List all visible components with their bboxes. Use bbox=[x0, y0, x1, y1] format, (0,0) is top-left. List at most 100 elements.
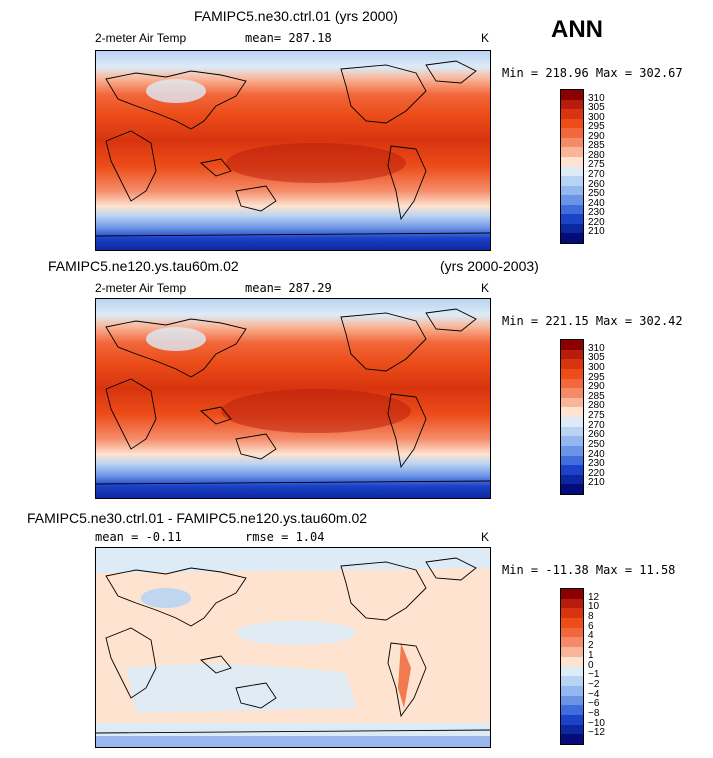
panel2-colorbar-bin bbox=[561, 484, 583, 494]
panel3-colorbar-labels: 12 10 8 6 4 2 1 0 −1 −2 −4 −6 −8 −10 −12 bbox=[588, 588, 628, 743]
panel3-colorbar-bin bbox=[561, 666, 583, 677]
panel2-map bbox=[95, 298, 491, 499]
colorbar-tick-label: 210 bbox=[588, 477, 605, 489]
panel1-mean-label: mean= 287.18 bbox=[245, 31, 332, 45]
panel3-mean-label: mean = -0.11 bbox=[95, 530, 182, 544]
colorbar-tick-label: 290 bbox=[588, 381, 605, 393]
panel2-colorbar-bin bbox=[561, 378, 583, 389]
panel3-colorbar-bin bbox=[561, 656, 583, 667]
panel3-colorbar-bin bbox=[561, 714, 583, 725]
panel1-case-title: FAMIPC5.ne30.ctrl.01 (yrs 2000) bbox=[194, 8, 398, 24]
panel1-colorbar bbox=[560, 89, 584, 244]
panel2-colorbar-bin bbox=[561, 407, 583, 417]
colorbar-tick-label: 260 bbox=[588, 429, 605, 441]
panel1-colorbar-bin bbox=[561, 90, 583, 100]
colorbar-tick-label: 270 bbox=[588, 169, 605, 181]
colorbar-tick-label: 240 bbox=[588, 448, 605, 460]
panel2-colorbar-bin bbox=[561, 359, 583, 369]
colorbar-tick-label: 6 bbox=[588, 620, 594, 632]
panel2-units-label: K bbox=[481, 281, 490, 295]
panel1-colorbar-bin bbox=[561, 147, 583, 157]
colorbar-tick-label: −1 bbox=[588, 669, 600, 681]
colorbar-tick-label: 220 bbox=[588, 216, 605, 228]
colorbar-tick-label: 295 bbox=[588, 371, 605, 383]
panel2-colorbar-bin bbox=[561, 388, 583, 398]
panel3-colorbar-bin bbox=[561, 598, 583, 609]
colorbar-tick-label: 305 bbox=[588, 102, 605, 114]
season-label: ANN bbox=[551, 16, 603, 43]
panel1-colorbar-bin bbox=[561, 195, 583, 205]
panel2-colorbar-bin bbox=[561, 349, 583, 360]
colorbar-tick-label: −4 bbox=[588, 688, 600, 700]
colorbar-tick-label: 250 bbox=[588, 188, 605, 200]
panel3-colorbar bbox=[560, 588, 584, 745]
colorbar-tick-label: 275 bbox=[588, 159, 605, 171]
panel1-minmax-label: Min = 218.96 Max = 302.67 bbox=[502, 66, 683, 80]
colorbar-tick-label: 300 bbox=[588, 361, 605, 373]
panel1-variable-label: 2-meter Air Temp bbox=[95, 31, 187, 45]
colorbar-tick-label: 295 bbox=[588, 121, 605, 133]
panel1-units-label: K bbox=[481, 31, 490, 45]
panel2-minmax-label: Min = 221.15 Max = 302.42 bbox=[502, 314, 683, 328]
panel2-years-label: (yrs 2000-2003) bbox=[440, 258, 539, 274]
colorbar-tick-label: 275 bbox=[588, 410, 605, 421]
panel2-colorbar-bin bbox=[561, 455, 583, 466]
panel3-rmse-label: rmse = 1.04 bbox=[245, 530, 325, 544]
panel1-colorbar-bin bbox=[561, 223, 583, 234]
colorbar-tick-label: 310 bbox=[588, 92, 605, 104]
panel2-colorbar-labels: 310 305 300 295 290 285 280 275 270 260 … bbox=[588, 339, 628, 493]
panel3-colorbar-bin bbox=[561, 608, 583, 619]
colorbar-tick-label: −6 bbox=[588, 698, 600, 710]
panel2-colorbar-bin bbox=[561, 340, 583, 350]
panel3-colorbar-bin bbox=[561, 695, 583, 706]
panel3-case-title: FAMIPC5.ne30.ctrl.01 - FAMIPC5.ne120.ys.… bbox=[27, 510, 368, 526]
colorbar-tick-label: 285 bbox=[588, 140, 605, 152]
colorbar-tick-label: 240 bbox=[588, 197, 605, 209]
panel3-colorbar-bin bbox=[561, 724, 583, 735]
colorbar-tick-label: −8 bbox=[588, 707, 600, 719]
panel3-colorbar-bin bbox=[561, 618, 583, 628]
panel1-colorbar-bin bbox=[561, 204, 583, 215]
panel1-colorbar-labels: 310 305 300 295 290 285 280 275 270 260 … bbox=[588, 89, 628, 242]
colorbar-tick-label: 230 bbox=[588, 207, 605, 219]
panel2-colorbar bbox=[560, 339, 584, 495]
colorbar-tick-label: 2 bbox=[588, 640, 594, 652]
panel1-colorbar-bin bbox=[561, 176, 583, 186]
panel3-colorbar-bin bbox=[561, 676, 583, 686]
colorbar-tick-label: 210 bbox=[588, 226, 605, 238]
colorbar-tick-label: −2 bbox=[588, 678, 600, 690]
panel1-colorbar-bin bbox=[561, 137, 583, 148]
colorbar-tick-label: 300 bbox=[588, 111, 605, 123]
panel1-colorbar-bin bbox=[561, 109, 583, 119]
panel3-colorbar-bin bbox=[561, 637, 583, 648]
panel3-colorbar-bin bbox=[561, 705, 583, 715]
panel1-colorbar-bin bbox=[561, 166, 583, 177]
panel2-colorbar-bin bbox=[561, 436, 583, 446]
colorbar-tick-label: 4 bbox=[588, 630, 594, 642]
panel2-colorbar-bin bbox=[561, 426, 583, 437]
panel3-minmax-label: Min = -11.38 Max = 11.58 bbox=[502, 563, 676, 577]
panel3-map bbox=[95, 547, 491, 748]
panel1-colorbar-bin bbox=[561, 214, 583, 224]
colorbar-tick-label: 310 bbox=[588, 342, 605, 354]
panel3-colorbar-bin bbox=[561, 647, 583, 657]
colorbar-tick-label: 230 bbox=[588, 458, 605, 470]
colorbar-tick-label: 0 bbox=[588, 659, 594, 671]
panel2-case-title: FAMIPC5.ne120.ys.tau60m.02 bbox=[48, 258, 239, 274]
panel3-colorbar-bin bbox=[561, 734, 583, 744]
colorbar-tick-label: 290 bbox=[588, 130, 605, 142]
panel1-colorbar-bin bbox=[561, 128, 583, 138]
panel1-colorbar-bin bbox=[561, 156, 583, 167]
colorbar-tick-label: 220 bbox=[588, 467, 605, 479]
colorbar-tick-label: 280 bbox=[588, 149, 605, 161]
colorbar-tick-label: −10 bbox=[588, 717, 605, 729]
panel1-colorbar-bin bbox=[561, 185, 583, 196]
colorbar-tick-label: 8 bbox=[588, 611, 594, 623]
colorbar-tick-label: 270 bbox=[588, 419, 605, 431]
panel1-colorbar-bin bbox=[561, 99, 583, 110]
colorbar-tick-label: 280 bbox=[588, 400, 605, 412]
panel2-colorbar-bin bbox=[561, 417, 583, 427]
panel2-colorbar-bin bbox=[561, 397, 583, 408]
panel2-colorbar-bin bbox=[561, 445, 583, 456]
colorbar-tick-label: 1 bbox=[588, 649, 594, 661]
